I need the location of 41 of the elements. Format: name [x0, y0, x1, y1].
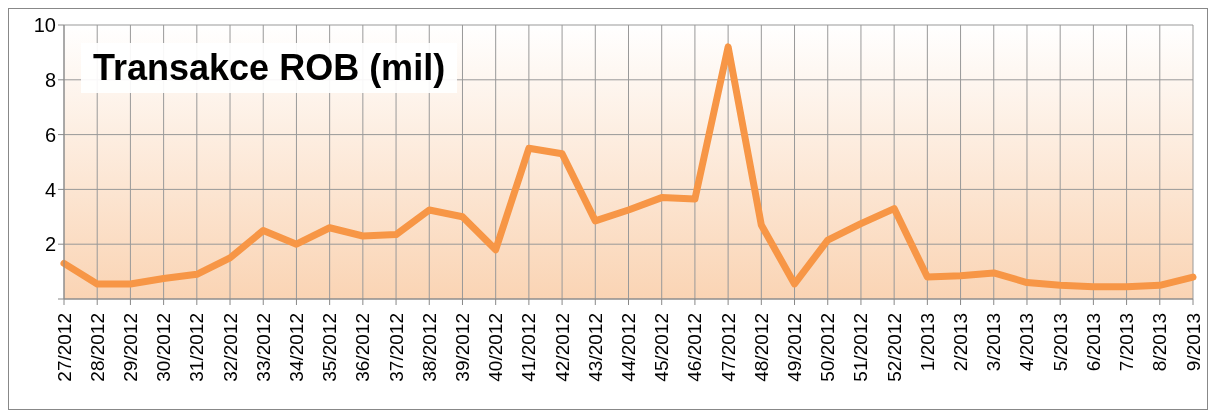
x-tick-label: 40/2012: [485, 313, 507, 382]
x-tick-label: 36/2012: [352, 313, 374, 382]
x-tick-label: 47/2012: [717, 313, 739, 382]
y-tick-label: 6: [44, 123, 56, 146]
x-tick-label: 51/2012: [850, 313, 872, 382]
x-tick-label: 35/2012: [319, 313, 341, 382]
x-tick-label: 42/2012: [551, 313, 573, 382]
x-tick-label: 7/2013: [1116, 313, 1138, 372]
x-tick-label: 46/2012: [684, 313, 706, 382]
x-tick-label: 28/2012: [86, 313, 108, 382]
y-tick-label: 2: [44, 233, 56, 256]
x-tick-label: 45/2012: [651, 313, 673, 382]
x-tick-label: 30/2012: [153, 313, 175, 382]
y-tick-label: 8: [44, 68, 56, 91]
x-tick-label: 4/2013: [1016, 313, 1038, 372]
text: Transakce ROB (mil): [81, 43, 458, 93]
x-tick-label: 48/2012: [750, 313, 772, 382]
x-tick-label: 29/2012: [119, 313, 141, 382]
x-tick-label: 52/2012: [883, 313, 905, 382]
x-tick-label: 33/2012: [252, 313, 274, 382]
x-tick-label: 8/2013: [1149, 313, 1171, 372]
x-tick-label: 27/2012: [53, 313, 75, 382]
y-tick-label: 4: [44, 178, 56, 201]
x-tick-label: 50/2012: [817, 313, 839, 382]
x-tick-label: 2/2013: [950, 313, 972, 372]
x-tick-label: 6/2013: [1082, 313, 1104, 372]
x-tick-label: 5/2013: [1049, 313, 1071, 372]
x-tick-label: 34/2012: [285, 313, 307, 382]
x-tick-label: 32/2012: [219, 313, 241, 382]
x-tick-label: 39/2012: [451, 313, 473, 382]
x-tick-label: 37/2012: [385, 313, 407, 382]
x-tick-label: 3/2013: [983, 313, 1005, 372]
x-tick-label: 9/2013: [1182, 313, 1204, 372]
x-tick-label: 43/2012: [584, 313, 606, 382]
x-tick-label: 1/2013: [916, 313, 938, 372]
x-tick-label: 49/2012: [784, 313, 806, 382]
x-tick-label: 44/2012: [618, 313, 639, 382]
y-tick-label: 10: [33, 14, 56, 37]
x-tick-label: 31/2012: [186, 313, 208, 382]
x-tick-label: 38/2012: [418, 313, 440, 382]
x-tick-label: 41/2012: [518, 313, 540, 382]
